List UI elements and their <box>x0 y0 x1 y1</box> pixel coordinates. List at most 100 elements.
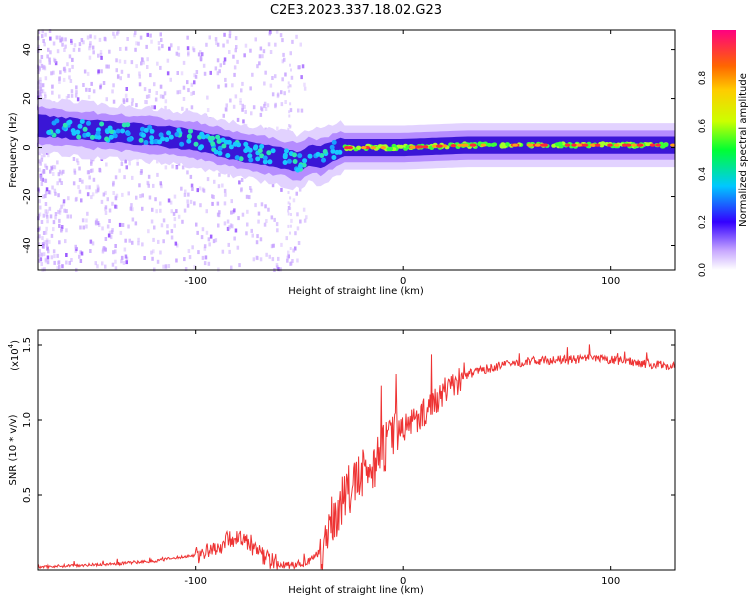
heatmap-core-cell <box>143 140 149 145</box>
heatmap-noise-cell <box>301 64 305 69</box>
heatmap-noise-cell <box>112 31 115 36</box>
heatmap-noise-cell <box>268 254 271 259</box>
heatmap-noise-cell <box>175 51 179 56</box>
heatmap-core-cell <box>259 144 265 149</box>
heatmap-noise-cell <box>295 191 298 196</box>
heatmap-core-cell <box>217 150 223 156</box>
heatmap-noise-cell <box>41 83 45 88</box>
heatmap-noise-cell <box>43 240 46 245</box>
heatmap-noise-cell <box>147 183 150 188</box>
heatmap-noise-cell <box>242 119 245 124</box>
heatmap-noise-cell <box>271 257 275 262</box>
heatmap-noise-cell <box>101 261 104 266</box>
snr-plot-area <box>38 330 675 570</box>
heatmap-noise-cell <box>260 202 264 207</box>
heatmap-noise-cell <box>48 57 51 62</box>
heatmap-noise-cell <box>101 226 104 231</box>
heatmap-noise-cell <box>58 218 61 223</box>
heatmap-noise-cell <box>120 69 124 74</box>
heatmap-noise-cell <box>107 64 110 69</box>
heatmap-noise-cell <box>208 242 211 247</box>
heatmap-core-cell <box>282 160 288 165</box>
heatmap-noise-cell <box>223 221 227 226</box>
heatmap-noise-cell <box>284 72 287 77</box>
colorbar-label: Normalized spectral amplitude <box>738 73 749 227</box>
heatmap-noise-cell <box>170 43 173 48</box>
heatmap-peak-cell <box>613 143 620 147</box>
heatmap-noise-cell <box>88 46 91 51</box>
heatmap-noise-cell <box>146 57 149 62</box>
heatmap-noise-cell <box>66 214 69 219</box>
heatmap-core-cell <box>76 134 82 140</box>
heatmap-core-cell <box>216 139 222 144</box>
heatmap-noise-cell <box>151 207 154 212</box>
heatmap-noise-cell <box>111 262 115 267</box>
heatmap-noise-cell <box>121 192 124 197</box>
heatmap-core-cell <box>248 157 254 163</box>
heatmap-noise-cell <box>214 238 218 243</box>
heatmap-noise-cell <box>209 70 212 75</box>
heatmap-noise-cell <box>102 192 106 197</box>
heatmap-noise-cell <box>45 190 48 195</box>
heatmap-noise-cell <box>58 223 61 228</box>
heatmap-core-cell <box>322 149 328 154</box>
heatmap-noise-cell <box>54 191 57 196</box>
heatmap-noise-cell <box>48 60 51 65</box>
heatmap-noise-cell <box>124 93 128 98</box>
heatmap-peak-cell <box>380 146 387 150</box>
heatmap-noise-cell <box>100 199 104 204</box>
heatmap-noise-cell <box>85 218 88 223</box>
heatmap-noise-cell <box>234 94 238 99</box>
heatmap-noise-cell <box>89 41 92 46</box>
heatmap-noise-cell <box>73 170 77 175</box>
heatmap-noise-cell <box>288 114 291 118</box>
heatmap-noise-cell <box>229 98 232 103</box>
heatmap-noise-cell <box>187 249 191 253</box>
heatmap-peak-cell <box>670 143 676 147</box>
heatmap-noise-cell <box>45 243 49 248</box>
heatmap-noise-cell <box>40 154 44 159</box>
heatmap-noise-cell <box>239 98 242 103</box>
heatmap-noise-cell <box>149 33 152 38</box>
heatmap-noise-cell <box>125 87 128 91</box>
heatmap-noise-cell <box>236 59 239 64</box>
heatmap-noise-cell <box>280 90 283 95</box>
heatmap-noise-cell <box>159 181 162 185</box>
heatmap-core-cell <box>307 153 313 159</box>
heatmap-noise-cell <box>185 108 189 113</box>
heatmap-noise-cell <box>114 249 117 254</box>
heatmap-noise-cell <box>134 47 137 52</box>
heatmap-noise-cell <box>187 51 190 56</box>
heatmap-noise-cell <box>78 178 82 182</box>
heatmap-noise-cell <box>63 48 66 52</box>
heatmap-noise-cell <box>112 191 115 195</box>
heatmap-noise-cell <box>125 98 129 103</box>
heatmap-noise-cell <box>190 91 193 96</box>
heatmap-noise-cell <box>300 75 303 80</box>
heatmap-noise-cell <box>64 44 67 49</box>
heatmap-noise-cell <box>173 217 177 222</box>
heatmap-noise-cell <box>184 267 188 271</box>
heatmap-noise-cell <box>224 192 227 197</box>
heatmap-noise-cell <box>234 228 238 233</box>
heatmap-peak-cell <box>457 143 463 147</box>
heatmap-noise-cell <box>256 234 259 239</box>
heatmap-core-cell <box>220 137 226 143</box>
heatmap-noise-cell <box>244 43 248 48</box>
heatmap-noise-cell <box>122 260 126 265</box>
heatmap-noise-cell <box>275 263 279 268</box>
heatmap-noise-cell <box>119 47 122 51</box>
heatmap-core-cell <box>141 132 146 138</box>
heatmap-noise-cell <box>41 236 44 241</box>
heatmap-noise-cell <box>37 30 41 35</box>
heatmap-noise-cell <box>163 91 167 96</box>
heatmap-core-cell <box>160 136 166 142</box>
heatmap-noise-cell <box>88 175 91 180</box>
heatmap-noise-cell <box>68 54 72 59</box>
heatmap-noise-cell <box>254 37 257 42</box>
heatmap-noise-cell <box>289 102 292 106</box>
snr-y-axis-label: SNR (10 * v/v) <box>8 414 19 485</box>
heatmap-noise-cell <box>120 162 124 166</box>
heatmap-noise-cell <box>44 76 48 81</box>
heatmap-core-cell <box>108 134 114 140</box>
